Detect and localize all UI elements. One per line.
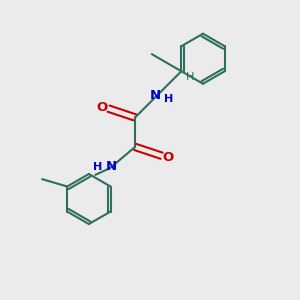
Text: N: N: [106, 160, 117, 173]
Text: H: H: [186, 71, 194, 82]
Text: N: N: [149, 88, 161, 102]
Text: H: H: [93, 162, 102, 172]
Text: H: H: [164, 94, 173, 104]
Text: O: O: [97, 101, 108, 114]
Text: O: O: [163, 151, 174, 164]
